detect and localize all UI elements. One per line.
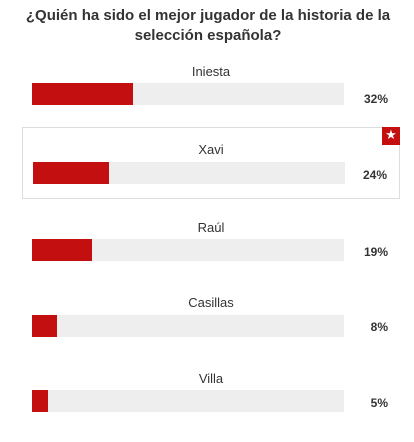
- result-bar-track: [32, 83, 344, 105]
- poll-question: ¿Quién ha sido el mejor jugador de la hi…: [25, 7, 391, 44]
- result-bar-track: [32, 239, 344, 261]
- poll-option-villa[interactable]: Villa 5%: [22, 370, 400, 442]
- option-label: Casillas: [188, 295, 234, 310]
- option-label: Iniesta: [191, 64, 231, 79]
- result-bar-fill: [32, 315, 57, 337]
- result-bar-track: [33, 162, 345, 184]
- option-percentage: 8%: [370, 320, 388, 334]
- poll-option-iniesta[interactable]: Iniesta 32%: [22, 62, 400, 134]
- result-bar-fill: [32, 390, 48, 412]
- option-label: Xavi: [198, 142, 224, 157]
- option-label: Villa: [198, 371, 224, 386]
- option-percentage: 19%: [363, 245, 388, 259]
- option-percentage: 32%: [363, 92, 388, 106]
- poll-option-raul[interactable]: Raúl 19%: [22, 218, 400, 290]
- poll-option-casillas[interactable]: Casillas 8%: [22, 294, 400, 366]
- option-label: Raúl: [197, 220, 225, 235]
- result-bar-track: [32, 390, 344, 412]
- result-bar-track: [32, 315, 344, 337]
- result-bar-fill: [33, 162, 109, 184]
- option-percentage: 5%: [370, 396, 388, 410]
- result-bar-fill: [32, 83, 133, 105]
- star-icon: ★: [382, 127, 400, 145]
- poll-option-xavi[interactable]: ★ Xavi 24%: [22, 127, 400, 199]
- option-percentage: 24%: [362, 168, 387, 182]
- result-bar-fill: [32, 239, 92, 261]
